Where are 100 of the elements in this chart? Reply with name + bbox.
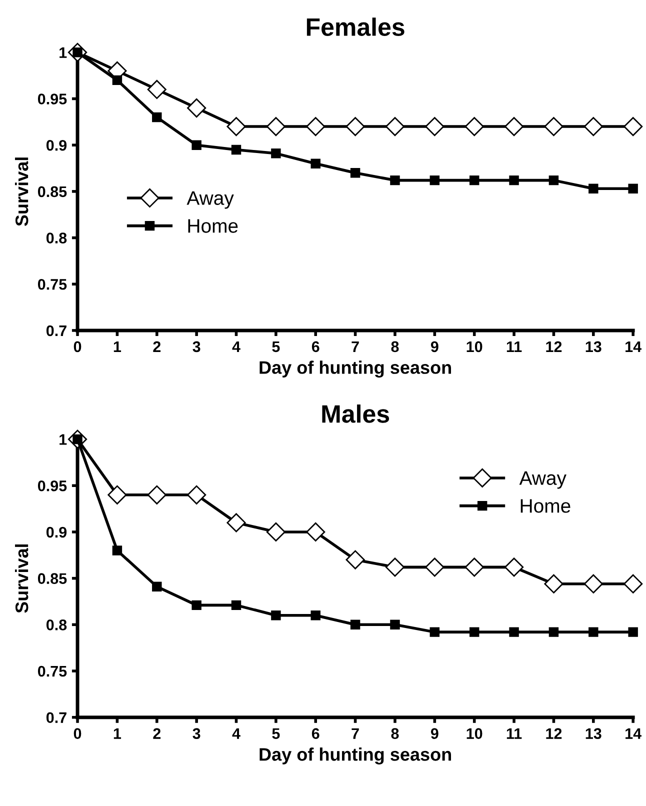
x-tick-label: 14 [626,341,642,352]
point [226,117,246,136]
point [108,485,127,504]
point [544,117,564,136]
point [548,627,559,637]
x-tick-label: 11 [506,341,522,352]
point [504,558,524,577]
point [425,117,444,136]
y-tick-label: 0.95 [38,480,67,492]
point [147,485,166,504]
x-tick-label: 13 [586,728,602,739]
point [346,117,365,136]
y-tick-label: 0.7 [46,325,66,336]
x-tick-label: 14 [626,728,642,739]
y-tick-label: 0.9 [46,526,67,538]
y-tick-label: 0.85 [38,186,67,198]
x-tick-label: 3 [192,728,200,739]
point [346,550,365,570]
y-tick-label: 0.95 [38,94,67,104]
point [628,184,638,194]
point [231,600,242,610]
point [152,112,162,122]
x-tick-label: 8 [391,341,399,352]
point [624,574,643,594]
y-tick-label: 0.8 [46,232,67,244]
x-axis-title: Day of hunting season [260,748,451,764]
point [509,175,519,186]
x-tick-label: 0 [74,341,82,352]
y-axis-title: Survival [14,544,28,613]
point [192,600,202,610]
y-tick-label: 0.85 [38,573,67,584]
x-tick-label: 9 [430,728,438,739]
point [430,627,440,637]
point [544,574,564,594]
point [152,582,162,592]
y-tick-label: 0.8 [46,620,67,630]
x-tick-label: 1 [114,341,122,352]
point [584,574,603,594]
x-tick-label: 4 [232,728,240,739]
point [548,175,559,186]
y-tick-label: 0.75 [38,666,67,677]
point [588,627,598,637]
point [192,140,202,150]
point [385,558,405,577]
point [112,75,122,86]
x-tick-label: 10 [466,728,482,739]
legend-label: Home [188,219,238,233]
x-tick-label: 13 [586,341,602,352]
x-tick-label: 10 [466,341,482,352]
point [624,117,643,136]
point [310,610,320,620]
x-tick-label: 12 [546,728,562,739]
point [271,148,281,158]
x-tick-label: 3 [192,341,200,352]
point [504,117,524,136]
x-tick-label: 12 [546,341,562,352]
point [306,117,326,136]
point [385,117,405,136]
x-tick-label: 0 [74,728,82,739]
x-tick-label: 8 [391,728,399,739]
y-tick-label: 0.75 [38,278,67,290]
x-tick-label: 5 [272,341,280,352]
chart-title: Females [306,18,404,36]
point [469,627,480,637]
y-tick-label: 1 [60,434,67,445]
point [584,117,603,136]
point [430,175,440,186]
y-tick-label: 0.9 [46,140,67,151]
y-axis-title: Survival [14,158,28,226]
x-tick-label: 6 [312,728,320,739]
point [425,558,444,577]
x-tick-label: 7 [352,728,359,739]
point [390,620,400,630]
point [310,158,320,168]
x-axis-title: Day of hunting season [260,360,451,378]
point [187,485,206,504]
point [271,610,281,620]
x-tick-label: 6 [312,341,320,352]
point [588,184,598,194]
x-tick-label: 7 [352,341,359,352]
point [509,627,519,637]
point [187,98,206,118]
x-tick-label: 2 [153,728,161,739]
point [266,117,286,136]
legend-label: Away [519,471,566,489]
legend-label: Home [520,499,570,513]
point [390,175,400,186]
point [231,144,242,155]
legend-label: Away [186,191,234,209]
point [628,627,638,637]
point [464,117,484,136]
y-tick-label: 0.7 [46,712,66,724]
point [464,558,484,577]
y-tick-label: 1 [60,47,67,58]
point [266,522,286,542]
point [469,175,480,186]
point [226,513,246,532]
point [147,80,166,99]
chart-title: Males [322,404,390,423]
point [350,620,360,630]
